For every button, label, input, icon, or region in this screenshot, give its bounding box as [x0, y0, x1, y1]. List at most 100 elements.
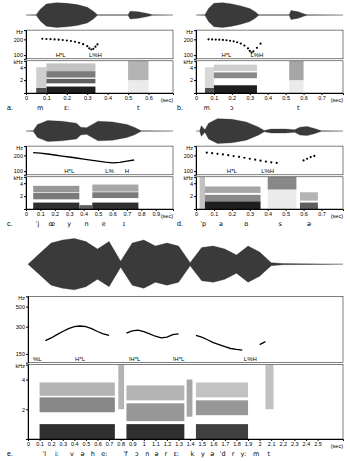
pitch-axis-title: Hz	[16, 29, 23, 35]
waveform-plot	[26, 3, 173, 28]
segment-label: y	[67, 220, 71, 228]
spectrogram-plot	[36, 61, 148, 93]
segment-label: m	[253, 450, 259, 458]
spectrogram-cell	[79, 205, 92, 209]
spectrogram-cell	[92, 192, 138, 198]
time-x-tick: 2.3	[291, 439, 299, 447]
time-axis-title: (sec)	[331, 443, 343, 449]
spectrogram-cell	[126, 424, 184, 439]
time-x-tick-label: 0.1	[211, 95, 219, 101]
panel-label: d.	[177, 220, 183, 227]
spectrogram-axis-title: kHz	[14, 59, 24, 65]
pitch-point	[90, 48, 92, 50]
time-x-tick: 0.2	[51, 209, 59, 217]
time-x-tick: 1	[143, 439, 146, 447]
spectrogram-cell	[118, 365, 124, 410]
pitch-point	[58, 39, 60, 41]
pitch-point	[270, 161, 272, 163]
panel-label: a.	[7, 104, 13, 111]
time-x-tick: 0.9	[152, 209, 160, 217]
time-x-tick: 0.1	[37, 209, 45, 217]
spectrogram-cell	[33, 193, 79, 199]
spectrogram-y-axis-line	[24, 177, 27, 209]
pitch-point	[207, 38, 209, 40]
pitch-point	[243, 44, 245, 46]
time-x-tick: 0	[25, 209, 28, 217]
time-x-tick-label: 0.4	[264, 211, 272, 217]
spectrogram-y-tick: 2	[22, 407, 28, 413]
time-x-tick: 0.1	[211, 209, 219, 217]
time-x-tick: 0.6	[145, 93, 153, 101]
pitch-plot	[33, 153, 134, 163]
pitch-y-tick-label: 200	[184, 153, 193, 159]
spectrogram-y-tick-mark	[26, 409, 28, 410]
pitch-y-axis: 100200	[14, 31, 27, 60]
pitch-y-tick: 100	[184, 168, 196, 174]
time-x-tick: 0.2	[229, 93, 237, 101]
time-x-tick: 0.6	[300, 209, 308, 217]
spectrogram-cell	[92, 203, 138, 209]
spectrogram-cell	[205, 201, 261, 209]
spectrogram-y-tick: 2	[20, 193, 26, 199]
time-x-tick: 2	[259, 439, 262, 447]
pitch-y-tick-label: 200	[184, 37, 193, 43]
spectrogram-cell	[40, 397, 115, 412]
pitch-point	[92, 48, 94, 50]
pitch-point	[62, 39, 64, 41]
pitch-point	[82, 43, 84, 45]
pitch-point	[265, 160, 267, 162]
panel-label: b.	[177, 104, 183, 111]
segment-label: m	[204, 104, 210, 112]
time-x-tick-label: 0.3	[66, 211, 74, 217]
pitch-y-tick-label: 300	[16, 324, 25, 330]
spectrogram-y-tick-label: 4	[20, 65, 23, 71]
pitch-point	[70, 40, 72, 42]
segment-label: ˈj	[36, 220, 40, 228]
panel-label: c.	[7, 220, 13, 227]
tone-label: !H*L	[173, 356, 185, 362]
spectrogram-y-tick-label: 4	[20, 181, 23, 187]
time-x-tick-label: 0.6	[109, 211, 117, 217]
segment-label: r	[164, 450, 167, 458]
time-axis-title: (sec)	[331, 213, 343, 219]
spectrogram-y-tick-label: 4	[22, 377, 25, 383]
pitch-y-tick-label: 200	[14, 37, 23, 43]
time-x-tick-label: 0.1	[36, 441, 44, 447]
spectrogram-cell	[40, 382, 115, 395]
time-x-tick-label: 0.3	[59, 441, 67, 447]
pitch-point	[53, 38, 55, 40]
pitch-y-tick-label: 100	[184, 168, 193, 174]
spectrogram-plot	[205, 61, 304, 93]
time-x-tick: 1.3	[175, 439, 183, 447]
time-x-tick-label: 0.6	[300, 211, 308, 217]
pitch-axis-title: Hz	[18, 295, 25, 301]
segment-label: ˈf	[123, 450, 128, 458]
pitch-y-tick-mark	[26, 327, 28, 328]
spectrogram-y-tick: 4	[20, 65, 26, 71]
pitch-point	[229, 40, 231, 42]
pitch-y-axis-line	[24, 147, 27, 176]
spectrogram-y-tick-label: 2	[20, 193, 23, 199]
spectrogram-frame	[26, 177, 173, 209]
time-axis-title: (sec)	[331, 97, 343, 103]
time-x-tick: 0.4	[104, 93, 112, 101]
spectrogram-y-tick: 2	[190, 77, 196, 83]
spectrogram-cell	[46, 63, 95, 71]
time-x-tick: 2.2	[279, 439, 287, 447]
tone-label: !H*L	[129, 356, 141, 362]
time-x-tick-label: 0.8	[117, 441, 125, 447]
time-x-tick: 1.4	[187, 439, 195, 447]
pitch-axis-title: Hz	[186, 145, 193, 151]
spectrogram-cell	[46, 71, 95, 77]
pitch-point	[313, 155, 315, 157]
pitch-point	[243, 157, 245, 159]
spectrogram-y-axis: 24	[20, 177, 27, 209]
pitch-y-tick-label: 200	[14, 153, 23, 159]
time-x-tick-label: 0.2	[48, 441, 56, 447]
spectrogram-cell	[33, 203, 79, 209]
spectrogram-y-tick-label: 4	[190, 65, 193, 71]
spectrogram-cell	[33, 186, 79, 192]
pitch-frame	[26, 30, 173, 59]
time-x-tick: 0.6	[300, 93, 308, 101]
pitch-point	[225, 39, 227, 41]
